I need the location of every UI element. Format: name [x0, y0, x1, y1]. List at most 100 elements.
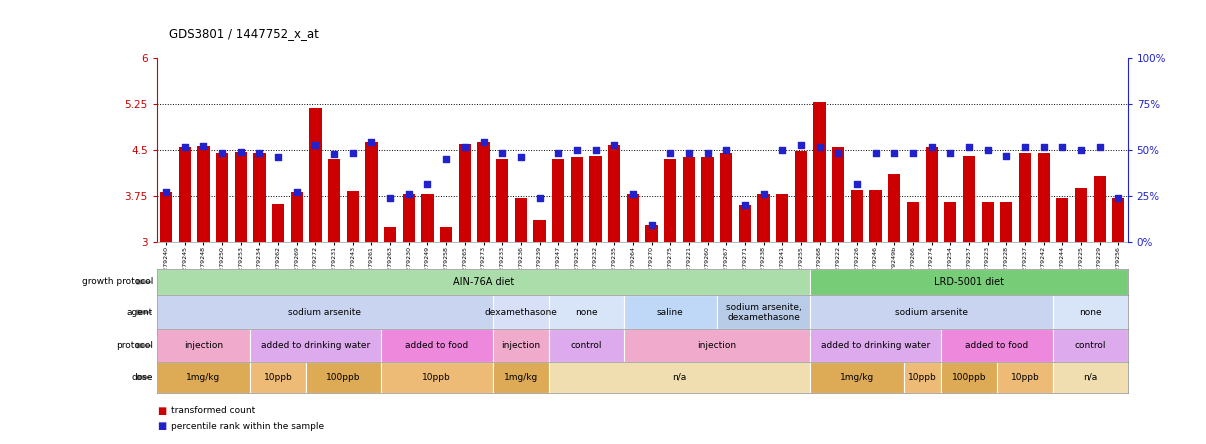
Bar: [810, 362, 903, 393]
Bar: [1037, 153, 1049, 242]
Bar: [493, 295, 549, 329]
Text: protocol: protocol: [116, 341, 153, 350]
Point: [903, 149, 923, 156]
Polygon shape: [137, 344, 152, 348]
Bar: [291, 192, 303, 242]
Point: [1090, 143, 1110, 151]
Bar: [795, 151, 807, 242]
Point: [250, 149, 269, 156]
Point: [978, 147, 997, 154]
Text: ■: ■: [157, 406, 166, 416]
Bar: [253, 153, 265, 242]
Point: [604, 141, 624, 148]
Bar: [347, 191, 359, 242]
Bar: [683, 157, 695, 242]
Point: [996, 152, 1015, 159]
Text: 1mg/kg: 1mg/kg: [839, 373, 874, 382]
Point: [175, 143, 194, 151]
Point: [848, 180, 867, 187]
Bar: [157, 269, 810, 295]
Point: [698, 149, 718, 156]
Bar: [720, 153, 732, 242]
Bar: [810, 295, 1053, 329]
Text: GDS3801 / 1447752_x_at: GDS3801 / 1447752_x_at: [169, 27, 318, 40]
Bar: [982, 202, 994, 242]
Bar: [925, 147, 937, 242]
Text: dose: dose: [131, 373, 153, 382]
Bar: [570, 157, 582, 242]
Bar: [997, 362, 1053, 393]
Point: [287, 188, 306, 195]
Bar: [962, 156, 974, 242]
Point: [791, 141, 810, 148]
Point: [661, 149, 680, 156]
Text: control: control: [1075, 341, 1106, 350]
Text: none: none: [1079, 308, 1101, 317]
Text: LRD-5001 diet: LRD-5001 diet: [933, 277, 1003, 287]
Bar: [458, 144, 470, 242]
Point: [1015, 143, 1035, 151]
Bar: [1112, 198, 1124, 242]
Point: [716, 147, 736, 154]
Bar: [1094, 176, 1106, 242]
Point: [921, 143, 941, 151]
Point: [1034, 143, 1053, 151]
Bar: [496, 159, 508, 242]
Bar: [1000, 202, 1012, 242]
Bar: [328, 159, 340, 242]
Bar: [850, 190, 863, 242]
Point: [474, 139, 493, 146]
Bar: [365, 142, 377, 242]
Bar: [273, 204, 285, 242]
Text: sodium arsenite: sodium arsenite: [895, 308, 968, 317]
Point: [157, 188, 176, 195]
Text: 100ppb: 100ppb: [327, 373, 361, 382]
Text: dexamethasone: dexamethasone: [485, 308, 557, 317]
Text: transformed count: transformed count: [171, 406, 256, 415]
Point: [417, 180, 437, 187]
Bar: [157, 362, 250, 393]
Point: [437, 155, 456, 163]
Text: injection: injection: [697, 341, 737, 350]
Bar: [702, 157, 714, 242]
Point: [492, 149, 511, 156]
Text: agent: agent: [127, 308, 153, 317]
Point: [829, 149, 848, 156]
Point: [624, 190, 643, 198]
Point: [194, 143, 213, 150]
Text: percentile rank within the sample: percentile rank within the sample: [171, 422, 324, 431]
Text: added to drinking water: added to drinking water: [821, 341, 930, 350]
Point: [810, 143, 830, 151]
Point: [586, 147, 605, 154]
Bar: [608, 145, 620, 242]
Bar: [384, 226, 397, 242]
Bar: [216, 153, 228, 242]
Point: [773, 147, 792, 154]
Bar: [903, 362, 941, 393]
Point: [884, 149, 903, 156]
Bar: [1019, 153, 1031, 242]
Text: 1mg/kg: 1mg/kg: [187, 373, 221, 382]
Text: sodium arsenite,
dexamethasone: sodium arsenite, dexamethasone: [726, 303, 802, 322]
Bar: [941, 329, 1053, 362]
Point: [381, 194, 400, 201]
Point: [736, 202, 755, 209]
Text: injection: injection: [183, 341, 223, 350]
Text: 10ppb: 10ppb: [422, 373, 451, 382]
Bar: [533, 221, 545, 242]
Bar: [1075, 188, 1087, 242]
Bar: [941, 362, 997, 393]
Text: saline: saline: [657, 308, 684, 317]
Bar: [810, 329, 941, 362]
Bar: [814, 102, 826, 242]
Bar: [832, 147, 844, 242]
Text: sodium arsenite: sodium arsenite: [288, 308, 362, 317]
Text: 10ppb: 10ppb: [1011, 373, 1040, 382]
Bar: [493, 362, 549, 393]
Bar: [665, 159, 677, 242]
Text: AIN-76A diet: AIN-76A diet: [453, 277, 514, 287]
Text: none: none: [575, 308, 597, 317]
Point: [232, 148, 251, 155]
Bar: [160, 192, 172, 242]
Text: 1mg/kg: 1mg/kg: [504, 373, 538, 382]
